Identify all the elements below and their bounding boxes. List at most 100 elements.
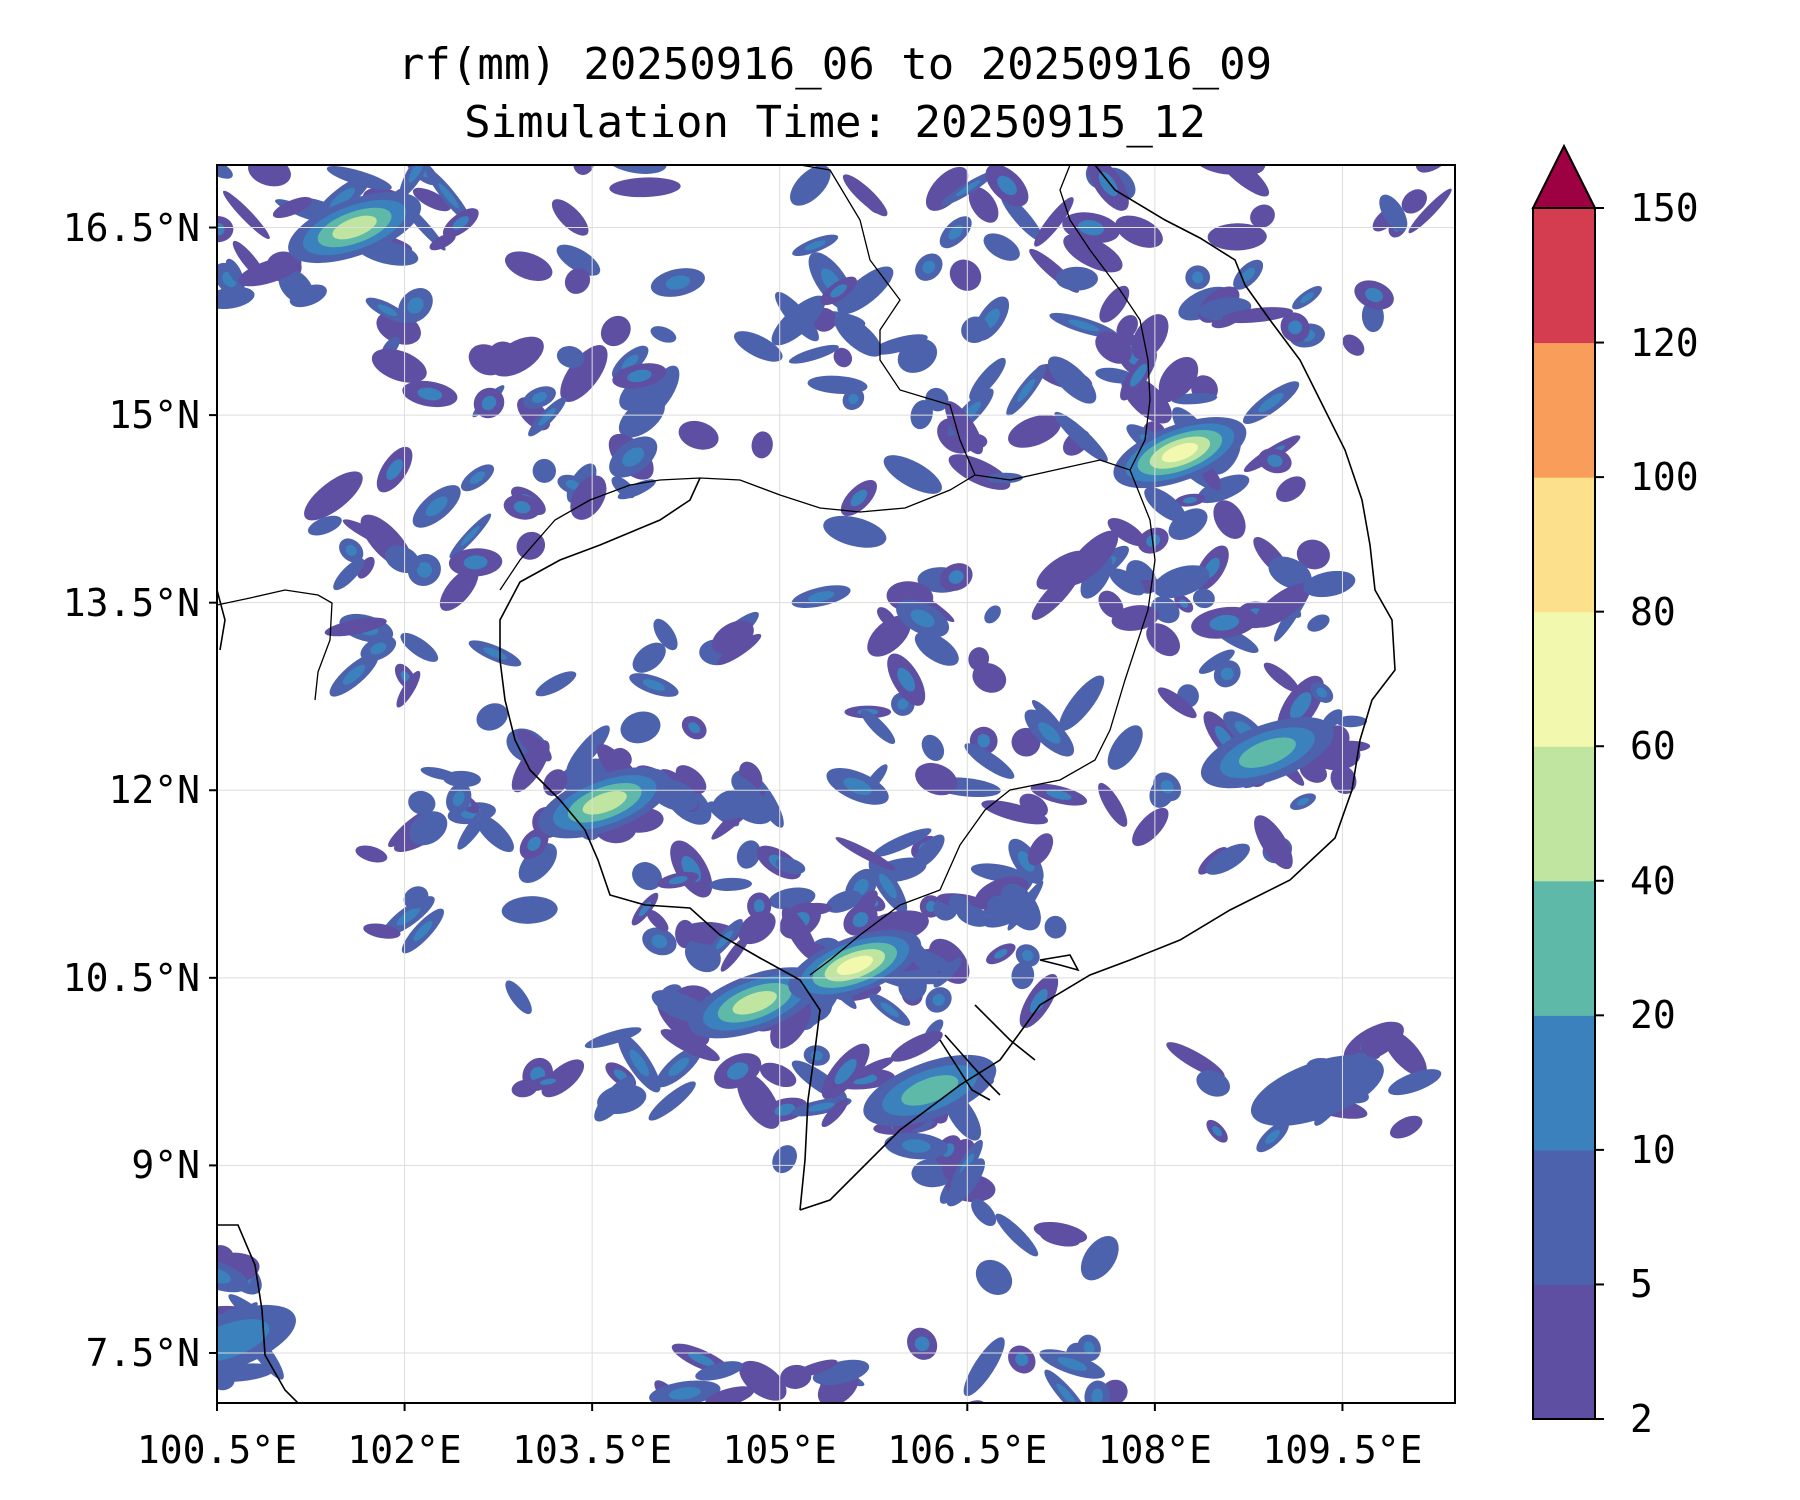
rain-patch-core [1037,722,1061,744]
rain-patch [948,454,1011,490]
rain-patch [217,1245,234,1267]
borders [217,165,1156,976]
rain-patch [734,331,783,362]
rain-patch [675,765,707,794]
rain-patch [278,269,314,304]
rain-patch [304,471,363,521]
rain-patch [775,291,819,342]
rain-patch [872,828,932,857]
rain-patch [1415,165,1455,173]
rain-patch [403,886,429,909]
rain-patch [1268,556,1312,590]
rain-patches [217,165,1455,1403]
rain-patch [1296,539,1330,570]
delta-channel-2 [944,1034,1001,1096]
rain-patch [711,620,754,655]
coastline-peninsula [217,589,226,651]
rain-patch [650,326,677,343]
rain-patch-core [1265,1129,1280,1144]
rain-patch-core [463,555,488,570]
rain-patch [420,766,459,781]
rain-patch [946,1158,986,1207]
rain-patch-core [651,934,668,949]
colorbar-tick-label: 40 [1630,858,1676,903]
rain-patch [1008,414,1061,448]
rain-patch-core [668,1387,701,1400]
x-tick-label: 109.5°E [1262,1428,1423,1472]
colorbar-tick-label: 5 [1630,1262,1653,1307]
rain-patch [1098,782,1128,827]
rain-patch [570,475,607,520]
rain-patch-core [716,930,733,950]
rain-patch-core [377,304,398,317]
rain-patch [646,909,669,932]
delta-channel-1 [974,1004,1036,1061]
rain-patch-core [416,562,433,578]
rain-core [836,955,873,975]
rain-patch-core [452,216,469,230]
rain-patch-core [1029,988,1048,1014]
rain-patch [1039,1229,1081,1247]
rain-patch [1098,590,1124,619]
rain-patch [504,251,553,281]
rain-patch [1158,356,1199,401]
rain-patch-core [753,899,765,913]
rain-patch-core [407,297,424,314]
rain-patch [877,607,896,627]
rain-patch [971,1198,997,1227]
rain-patch [910,400,933,430]
colorbar-segment [1533,342,1595,478]
rain-patch [1157,687,1197,719]
rain-patch [1153,565,1210,599]
x-tick-label: 108°E [1097,1428,1213,1472]
rain-patch-core [1098,171,1118,197]
rain-patch-core [1192,271,1204,284]
rain-patch-core [622,447,645,467]
rain-patch-core [1017,378,1036,402]
rain-patch [775,857,806,875]
rain-patch [972,662,1007,693]
x-tick-label: 106.5°E [887,1428,1048,1472]
rain-patch-core [1288,320,1303,335]
rain-patch [921,734,945,762]
rain-core [732,990,777,1015]
rain-patch [1263,662,1300,693]
rain-patch-core [629,1049,650,1077]
coastlines [217,165,1396,1403]
rain-patch-core [852,912,869,928]
rain-patch-core [1017,851,1035,872]
rain-patch-core [925,900,936,912]
rain-patch-core [1258,392,1284,413]
rain-patch-core [1220,667,1234,681]
delta-channel-3 [939,1039,991,1101]
rain-patch [644,365,680,416]
rain-patch [1107,517,1146,547]
rain-patch [1095,331,1132,364]
rain-patch-core [370,642,387,655]
rain-patch [890,1030,943,1062]
island [1039,954,1080,972]
rain-patch [739,1360,787,1401]
rain-patch-core [425,496,448,517]
rain-patch [1307,614,1330,632]
rain-patch [609,177,681,198]
rain-patch [984,605,1001,624]
rain-patch [600,315,631,347]
rain-patch [566,725,610,775]
rain-patch [835,837,896,871]
rain-patch [605,165,667,174]
colorbar-segment [1533,880,1595,1016]
colorbar-segment [1533,611,1595,747]
rain-patch-core [843,777,872,796]
rain-patch [1389,1115,1423,1139]
colorbar-tick-label: 2 [1630,1397,1653,1441]
rain-patch [695,1361,744,1381]
rain-patch-core [726,1062,749,1080]
rain-patch [217,1258,249,1293]
rain-patch-core [1297,797,1309,806]
colorbar [1531,143,1604,1420]
rain-patch [1299,759,1327,783]
y-tick-label: 7.5°N [85,1330,200,1375]
y-tick-label: 10.5°N [62,955,200,1000]
